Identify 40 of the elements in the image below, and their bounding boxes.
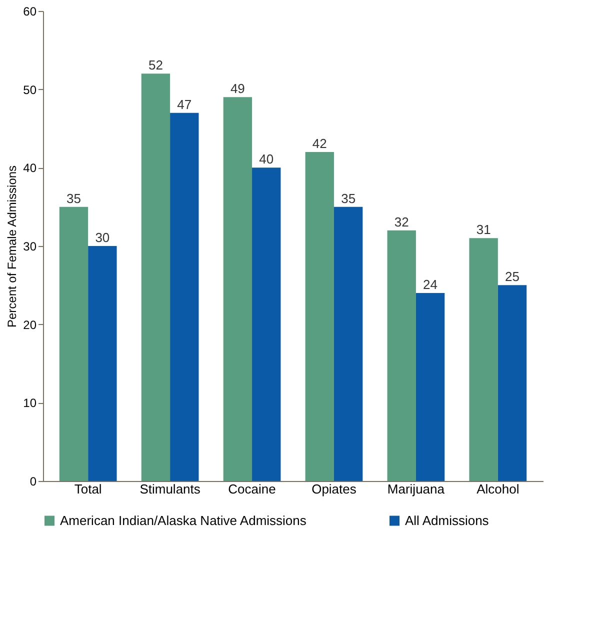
bar xyxy=(170,112,199,481)
data-label: 49 xyxy=(230,81,245,96)
data-label: 47 xyxy=(177,96,192,112)
data-label: 30 xyxy=(95,230,110,245)
x-tick-label: Cocaine xyxy=(228,482,276,496)
y-tick-label: 10 xyxy=(23,396,37,410)
y-tick-label: 30 xyxy=(23,240,37,254)
data-label: 31 xyxy=(476,222,491,238)
data-label: 24 xyxy=(423,277,438,292)
x-tick-label: Alcohol xyxy=(476,482,520,496)
data-label: 25 xyxy=(505,269,520,284)
y-axis-title: Percent of Female Admissions xyxy=(5,165,20,328)
y-tick-label: 50 xyxy=(23,82,37,97)
legend-label: American Indian/Alaska Native Admissions xyxy=(60,512,307,528)
bar xyxy=(141,74,170,481)
data-label: 40 xyxy=(259,152,274,167)
y-tick-label: 40 xyxy=(23,161,37,176)
legend-label: All Admissions xyxy=(405,512,490,528)
bar xyxy=(59,206,88,481)
bar xyxy=(252,168,281,481)
bar xyxy=(498,285,527,481)
bar xyxy=(416,293,445,481)
data-label: 35 xyxy=(341,190,356,206)
y-tick-label: 20 xyxy=(23,318,37,332)
y-tick-label: 0 xyxy=(30,474,37,488)
x-tick-label: Total xyxy=(74,482,102,496)
bar xyxy=(469,238,498,481)
data-label: 35 xyxy=(66,190,81,206)
data-label: 42 xyxy=(312,136,327,151)
data-label: 32 xyxy=(394,214,409,230)
bar xyxy=(223,97,252,481)
data-label: 52 xyxy=(148,58,163,73)
bar xyxy=(334,206,363,481)
bar xyxy=(88,246,117,481)
y-tick-label: 60 xyxy=(23,4,37,18)
bar xyxy=(305,152,334,481)
x-tick-label: Opiates xyxy=(312,482,357,496)
x-tick-label: Stimulants xyxy=(140,482,201,496)
bar xyxy=(387,230,416,481)
x-tick-label: Marijuana xyxy=(387,482,446,496)
